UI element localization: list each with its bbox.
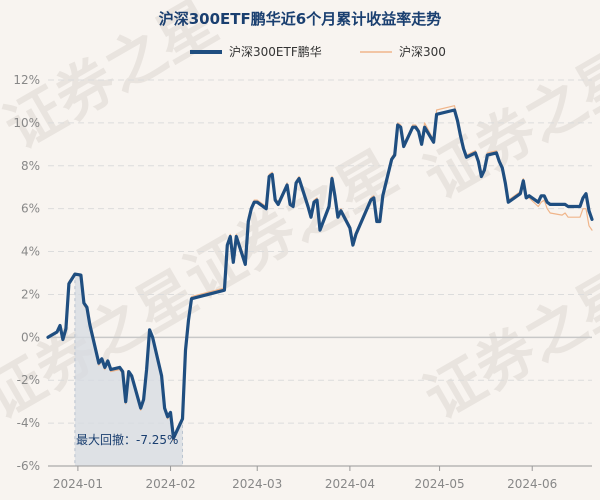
- x-tick-label: 2024-02: [145, 477, 195, 491]
- x-tick-label: 2024-06: [507, 477, 557, 491]
- y-tick-label: -4%: [17, 416, 40, 430]
- x-tick-label: 2024-03: [232, 477, 282, 491]
- watermark-text: 证券之星: [413, 257, 600, 432]
- legend-label-index: 沪深300: [399, 45, 446, 59]
- series-line-fund: [46, 108, 594, 440]
- y-tick-label: 4%: [21, 245, 40, 259]
- y-tick-label: 0%: [21, 330, 40, 344]
- drawdown-area: [74, 274, 184, 466]
- x-axis: 2024-01 2024-02 2024-03 2024-04 2024-05 2024-…: [48, 465, 592, 491]
- x-tick-label: 2024-01: [53, 477, 103, 491]
- y-tick-label: 2%: [21, 287, 40, 301]
- max-drawdown-label: 最大回撤：-7.25%: [76, 432, 178, 447]
- chart-title: 沪深300ETF鹏华近6个月累计收益率走势: [159, 10, 441, 28]
- plot-area: [46, 105, 594, 441]
- legend-label-fund: 沪深300ETF鹏华: [229, 45, 322, 59]
- y-tick-label: 12%: [13, 73, 40, 87]
- y-tick-label: 6%: [21, 202, 40, 216]
- y-tick-label: -6%: [17, 459, 40, 473]
- y-tick-label: 10%: [13, 116, 40, 130]
- x-tick-label: 2024-04: [325, 477, 375, 491]
- y-axis: -6% -4% -2% 0% 2% 4% 6% 8% 10% 12%: [13, 73, 40, 473]
- legend: 沪深300ETF鹏华 沪深300: [190, 45, 446, 59]
- drawdown-shade: [74, 274, 183, 466]
- y-tick-label: 8%: [21, 159, 40, 173]
- y-tick-label: -2%: [17, 373, 40, 387]
- x-tick-label: 2024-05: [414, 477, 464, 491]
- watermark-text: 证券之星: [173, 137, 408, 312]
